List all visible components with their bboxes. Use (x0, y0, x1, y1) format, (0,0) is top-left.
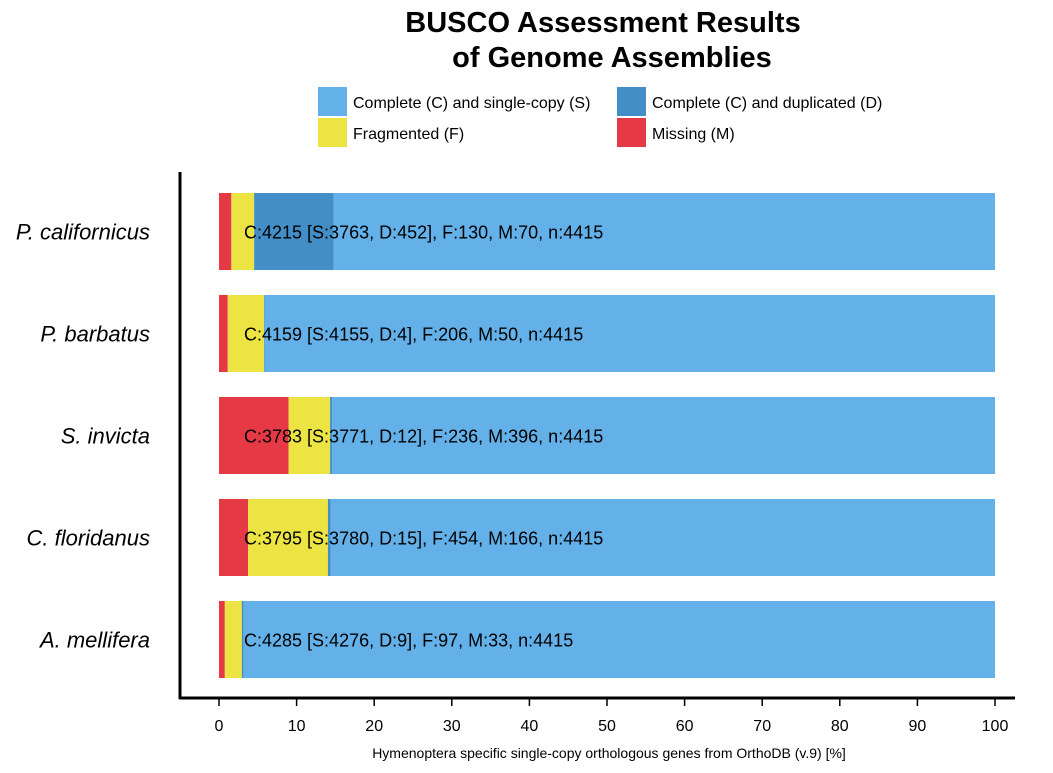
x-tick-label-1: 10 (288, 718, 306, 735)
bars-group (219, 193, 996, 678)
legend-swatch-2 (318, 118, 347, 147)
legend-swatch-0 (318, 87, 347, 116)
x-axis-label: Hymenoptera specific single-copy ortholo… (372, 745, 846, 761)
category-labels: P. californicus P. barbatus S. invicta C. f… (16, 220, 150, 653)
bar-0-segment-3 (333, 193, 995, 270)
bar-0-segment-1 (231, 193, 255, 270)
x-axis-ticks: 0 10 20 30 40 50 60 70 80 90 100 (215, 699, 1009, 735)
category-label-2: S. invicta (61, 424, 150, 449)
legend-label-3: Missing (M) (652, 126, 735, 143)
category-label-0: P. californicus (16, 220, 150, 245)
bar-0-segment-0 (219, 193, 232, 270)
category-label-4: A. mellifera (38, 628, 150, 653)
bar-annotation-4: C:4285 [S:4276, D:9], F:97, M:33, n:4415 (244, 631, 573, 651)
legend-label-0: Complete (C) and single-copy (S) (353, 95, 590, 112)
bar-2-segment-3 (332, 397, 996, 474)
bar-annotation-3: C:3795 [S:3780, D:15], F:454, M:166, n:4… (244, 529, 603, 549)
bar-4-segment-2 (241, 601, 244, 678)
bar-1-segment-3 (264, 295, 995, 372)
x-tick-label-5: 50 (598, 718, 616, 735)
x-tick-label-2: 20 (365, 718, 383, 735)
x-tick-label-10: 100 (982, 718, 1009, 735)
x-tick-label-9: 90 (909, 718, 927, 735)
bar-4-segment-1 (224, 601, 242, 678)
x-tick-label-7: 70 (753, 718, 771, 735)
legend: Complete (C) and single-copy (S) Complete… (318, 87, 882, 147)
bar-annotation-1: C:4159 [S:4155, D:4], F:206, M:50, n:441… (244, 325, 583, 345)
legend-label-2: Fragmented (F) (353, 126, 464, 143)
bar-1-segment-2 (264, 295, 265, 372)
bar-4-segment-0 (219, 601, 225, 678)
bar-annotations: C:4215 [S:3763, D:452], F:130, M:70, n:4… (244, 223, 603, 651)
x-tick-label-3: 30 (443, 718, 461, 735)
bar-3-segment-0 (219, 499, 249, 576)
chart-title-line-1: BUSCO Assessment Results (405, 7, 800, 39)
category-label-1: P. barbatus (40, 322, 150, 347)
legend-swatch-3 (617, 118, 646, 147)
bar-1-segment-1 (227, 295, 265, 372)
bar-2-segment-1 (288, 397, 331, 474)
bar-3-segment-1 (248, 499, 328, 576)
bar-4-segment-3 (243, 601, 996, 678)
bar-2-segment-2 (330, 397, 333, 474)
chart-title-line-2: of Genome Assemblies (452, 42, 772, 74)
x-tick-label-0: 0 (215, 718, 224, 735)
legend-swatch-1 (617, 87, 646, 116)
category-label-3: C. floridanus (26, 526, 150, 551)
x-tick-label-6: 60 (676, 718, 694, 735)
bar-2-segment-0 (219, 397, 289, 474)
bar-annotation-2: C:3783 [S:3771, D:12], F:236, M:396, n:4… (244, 427, 603, 447)
bar-3-segment-2 (327, 499, 331, 576)
bar-3-segment-3 (330, 499, 995, 576)
x-tick-label-4: 40 (521, 718, 539, 735)
bar-annotation-0: C:4215 [S:3763, D:452], F:130, M:70, n:4… (244, 223, 603, 243)
bar-1-segment-0 (219, 295, 228, 372)
bar-0-segment-2 (254, 193, 334, 270)
x-tick-label-8: 80 (831, 718, 849, 735)
legend-label-1: Complete (C) and duplicated (D) (652, 95, 882, 112)
